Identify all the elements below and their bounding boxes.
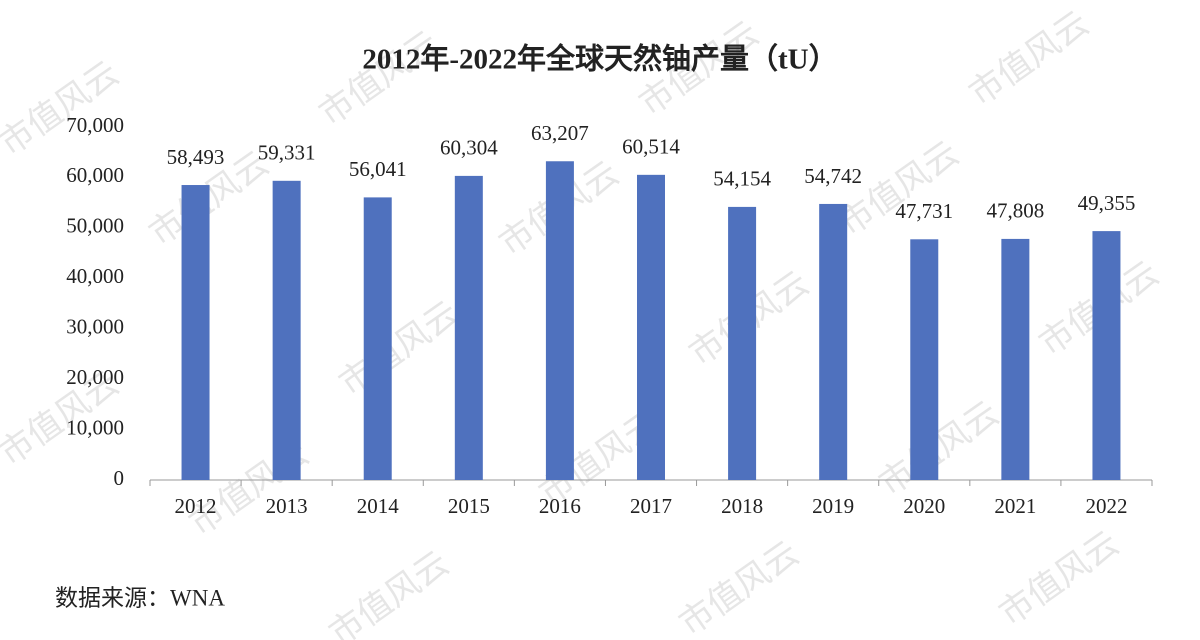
data-label: 54,742	[804, 164, 862, 188]
watermark: 市值风云	[672, 533, 806, 640]
y-tick-label: 10,000	[66, 415, 124, 439]
y-tick-label: 60,000	[66, 163, 124, 187]
bar	[454, 175, 483, 480]
watermark: 市值风云	[332, 293, 466, 404]
x-tick-label: 2012	[175, 494, 217, 518]
y-tick-label: 40,000	[66, 264, 124, 288]
bar	[819, 203, 848, 480]
bar	[1001, 238, 1030, 480]
y-tick-label: 20,000	[66, 365, 124, 389]
bar	[545, 161, 574, 480]
data-label: 49,355	[1078, 191, 1136, 215]
data-label: 63,207	[531, 121, 589, 145]
data-label: 47,808	[986, 199, 1044, 223]
x-tick-label: 2020	[903, 494, 945, 518]
x-tick-label: 2021	[994, 494, 1036, 518]
bar	[363, 197, 392, 480]
watermark: 市值风云	[872, 393, 1006, 504]
bar	[181, 185, 210, 481]
watermark: 市值风云	[0, 53, 126, 164]
x-tick-label: 2015	[448, 494, 490, 518]
bar	[1092, 231, 1121, 480]
bar	[637, 174, 665, 480]
x-tick-label: 2022	[1085, 494, 1127, 518]
x-tick-label: 2019	[812, 494, 854, 518]
data-label: 58,493	[167, 145, 225, 169]
data-label: 60,514	[622, 135, 680, 159]
watermark: 市值风云	[312, 23, 446, 134]
x-tick-label: 2013	[266, 494, 308, 518]
y-tick-label: 0	[114, 466, 125, 490]
x-tick-label: 2014	[357, 494, 400, 518]
watermark: 市值风云	[832, 133, 966, 244]
data-label: 54,154	[713, 167, 771, 191]
chart-title: 2012年-2022年全球天然铀产量（tU）	[362, 42, 837, 76]
x-tick-label: 2018	[721, 494, 763, 518]
data-label: 60,304	[440, 136, 498, 160]
data-label: 59,331	[258, 141, 316, 165]
x-tick-label: 2017	[630, 494, 672, 518]
data-label: 47,731	[895, 199, 953, 223]
x-tick-label: 2016	[539, 494, 581, 518]
data-label: 56,041	[349, 157, 407, 181]
source-note: 数据来源：WNA	[55, 585, 225, 610]
y-tick-label: 70,000	[66, 113, 124, 137]
watermark: 市值风云	[962, 3, 1096, 114]
y-tick-label: 50,000	[66, 214, 124, 238]
bar	[910, 239, 939, 480]
y-tick-label: 30,000	[66, 315, 124, 339]
watermark: 市值风云	[322, 543, 456, 640]
bar	[272, 180, 301, 480]
bar	[728, 206, 757, 480]
watermark: 市值风云	[992, 523, 1126, 634]
